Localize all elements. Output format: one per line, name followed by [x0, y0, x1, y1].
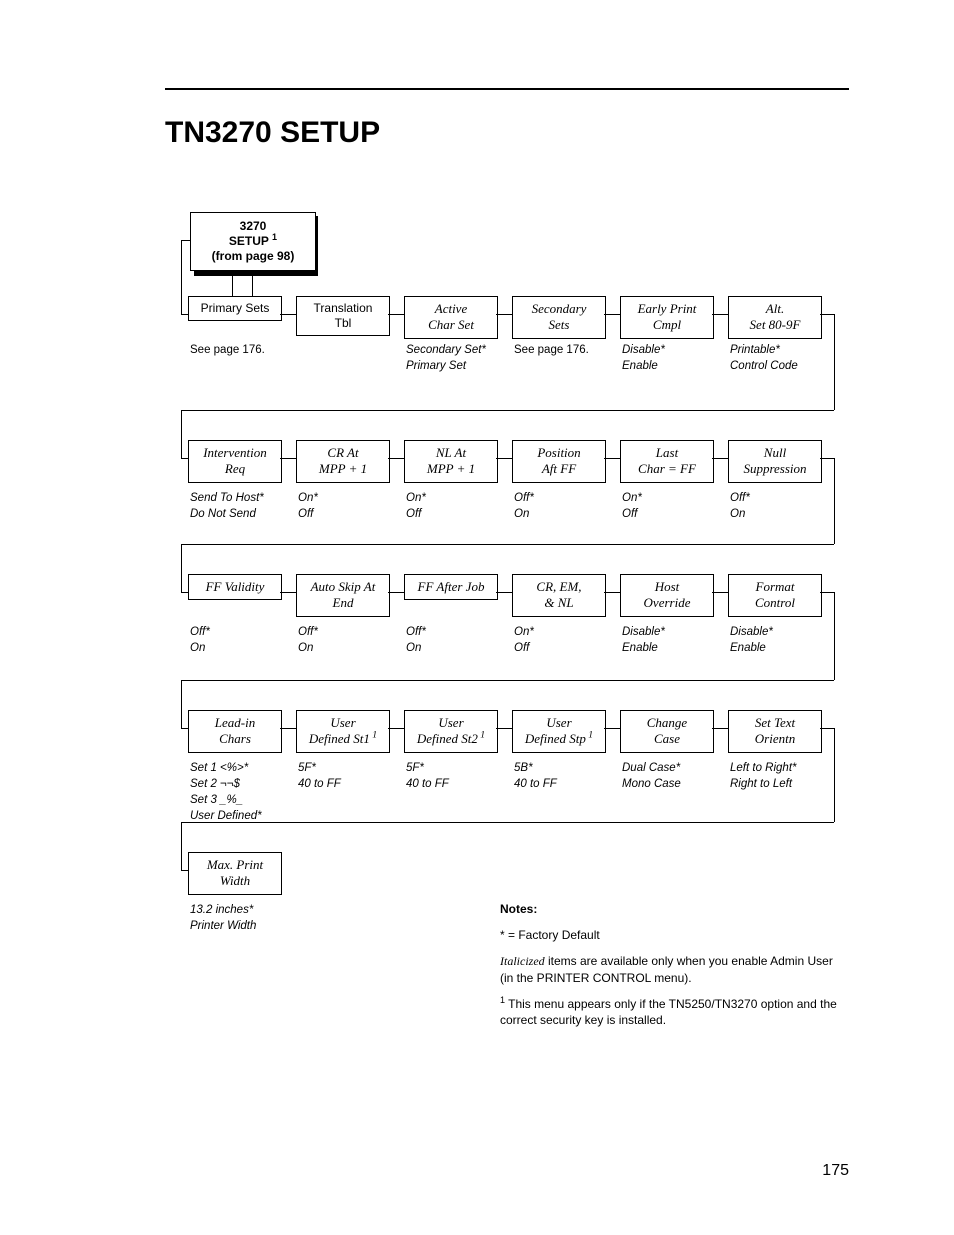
menu-box: Max. PrintWidth: [188, 852, 282, 895]
menu-option: 13.2 inches*Printer Width: [190, 902, 256, 934]
menu-option: On*Off: [622, 490, 642, 522]
menu-option: Left to Right*Right to Left: [730, 760, 796, 792]
menu-option: Off*On: [514, 490, 534, 522]
menu-option: Off*On: [298, 624, 318, 656]
menu-box: ActiveChar Set: [404, 296, 498, 339]
menu-box: FF Validity: [188, 574, 282, 600]
menu-option: See page 176.: [190, 342, 265, 358]
page-title: TN3270 SETUP: [165, 116, 380, 150]
menu-option: On*Off: [406, 490, 426, 522]
menu-box: CR AtMPP + 1: [296, 440, 390, 483]
notes-footnote: 1 This menu appears only if the TN5250/T…: [500, 996, 840, 1028]
page-number: 175: [822, 1162, 849, 1180]
menu-option: Disable*Enable: [730, 624, 773, 656]
menu-box: UserDefined Stp 1: [512, 710, 606, 753]
menu-box: UserDefined St1 1: [296, 710, 390, 753]
notes-default: * = Factory Default: [500, 927, 840, 943]
menu-option: On*Off: [514, 624, 534, 656]
menu-option: On*Off: [298, 490, 318, 522]
menu-option: See page 176.: [514, 342, 589, 358]
menu-option: Off*On: [730, 490, 750, 522]
menu-option: Set 1 <%>*Set 2 ¬¬$Set 3 _%_User Defined…: [190, 760, 262, 824]
menu-option: Disable*Enable: [622, 624, 665, 656]
notes-section: Notes: * = Factory Default Italicized it…: [500, 895, 840, 1038]
menu-option: Send To Host*Do Not Send: [190, 490, 264, 522]
menu-box: NullSuppression: [728, 440, 822, 483]
menu-option: Off*On: [406, 624, 426, 656]
menu-option: 5F*40 to FF: [298, 760, 341, 792]
menu-box: PositionAft FF: [512, 440, 606, 483]
menu-box: InterventionReq: [188, 440, 282, 483]
menu-box: TranslationTbl: [296, 296, 390, 336]
menu-box: Primary Sets: [188, 296, 282, 321]
notes-italic: Italicized items are available only when…: [500, 953, 840, 985]
menu-box: UserDefined St2 1: [404, 710, 498, 753]
menu-box: SecondarySets: [512, 296, 606, 339]
menu-box: FormatControl: [728, 574, 822, 617]
menu-option: Off*On: [190, 624, 210, 656]
menu-box: Alt.Set 80-9F: [728, 296, 822, 339]
menu-box: NL AtMPP + 1: [404, 440, 498, 483]
menu-option: Disable*Enable: [622, 342, 665, 374]
menu-box: HostOverride: [620, 574, 714, 617]
menu-option: Dual Case*Mono Case: [622, 760, 681, 792]
menu-box: ChangeCase: [620, 710, 714, 753]
menu-option: Printable*Control Code: [730, 342, 798, 374]
menu-box: Early PrintCmpl: [620, 296, 714, 339]
header-rule: [165, 88, 849, 90]
root-menu-box: 3270SETUP 1(from page 98): [190, 212, 316, 271]
menu-box: Lead-inChars: [188, 710, 282, 753]
notes-heading: Notes:: [500, 901, 840, 917]
menu-box: Auto Skip AtEnd: [296, 574, 390, 617]
menu-box: CR, EM,& NL: [512, 574, 606, 617]
menu-box: LastChar = FF: [620, 440, 714, 483]
menu-box: FF After Job: [404, 574, 498, 600]
menu-box: Set TextOrientn: [728, 710, 822, 753]
menu-option: 5F*40 to FF: [406, 760, 449, 792]
menu-option: Secondary Set*Primary Set: [406, 342, 486, 374]
menu-option: 5B*40 to FF: [514, 760, 557, 792]
